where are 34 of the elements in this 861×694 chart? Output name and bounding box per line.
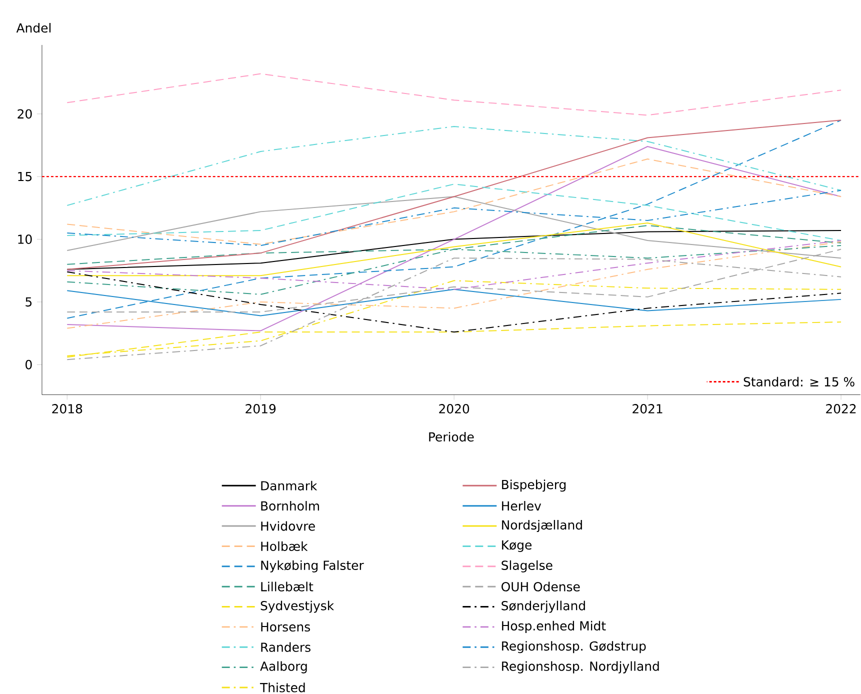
x-axis-title: Periode [429,432,474,442]
legend-label: Hvidovre [261,520,315,531]
y-tick-label: 15 [18,172,32,181]
legend-label: Nordsjælland [502,520,582,532]
legend-label: Slagelse [502,560,552,572]
legend-label: Nykøbing Falster [261,560,364,572]
legend-label: Hosp.enhed Midt [502,620,606,633]
legend-label: Bornholm [261,500,319,510]
x-tick-label: 2021 [632,404,662,414]
legend-label: Regionshosp. Gødstrup [502,640,646,653]
legend-label: Horsens [261,622,310,632]
legend-label: Danmark [261,480,318,490]
x-tick-label: 2020 [439,404,470,414]
legend-label: Standard: ≥ 15 % [744,376,854,386]
legend-label: Thisted [260,682,305,692]
legend-label: Sydvestjysk [260,600,334,613]
y-tick-label: 10 [18,234,32,244]
legend-label: OUH Odense [502,582,580,592]
legend-label: Bispebjerg [502,479,566,492]
legend-label: Sønderjylland [502,600,585,613]
y-tick-label: 20 [18,108,32,118]
legend-label: Lillebælt [261,582,314,592]
x-tick-label: 2022 [826,404,856,414]
legend-label: Aalborg [260,661,307,674]
legend-label: Holbæk [261,541,308,551]
legend-label: Regionshosp. Nordjylland [502,661,659,674]
legend-label: Randers [261,642,310,652]
legend-label: Køge [502,540,532,552]
y-tick-label: 5 [26,297,32,306]
x-tick-label: 2019 [246,404,276,414]
x-tick-label: 2018 [52,404,82,414]
y-tick-label: 0 [26,360,32,370]
legend-label: Herlev [502,500,542,510]
y-axis-title: Andel [16,22,51,32]
